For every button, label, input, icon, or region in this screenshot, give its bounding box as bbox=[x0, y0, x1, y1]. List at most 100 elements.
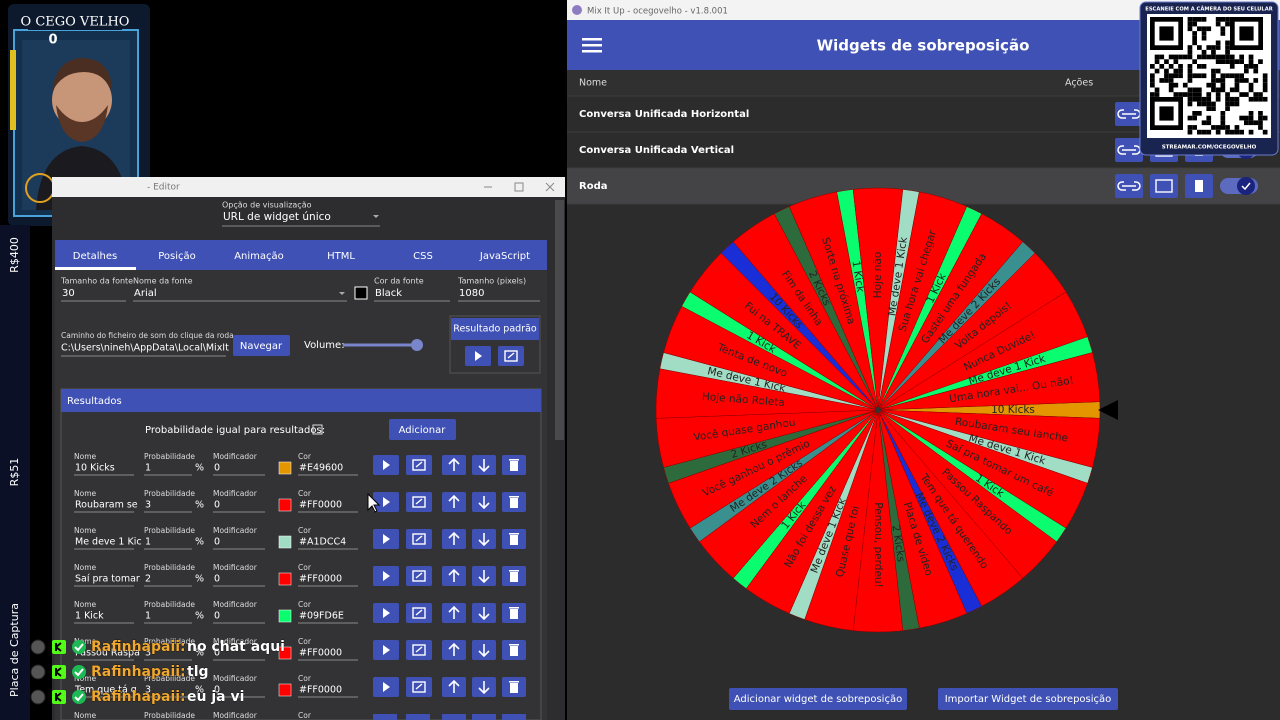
qr-module bbox=[1225, 101, 1230, 107]
menu-icon[interactable] bbox=[582, 44, 602, 47]
row-probability[interactable]: 1 bbox=[145, 611, 151, 622]
row-color[interactable]: #FF0000 bbox=[299, 648, 342, 659]
row-name[interactable]: Roubaram se bbox=[75, 500, 138, 511]
qr-module bbox=[1253, 64, 1259, 69]
menu-icon[interactable] bbox=[582, 50, 602, 53]
qr-module bbox=[1253, 78, 1259, 83]
chat-verified bbox=[72, 690, 86, 704]
qr-module bbox=[1225, 54, 1230, 60]
row-probability[interactable]: 3 bbox=[145, 500, 151, 511]
qr-module bbox=[1197, 96, 1202, 102]
row-button[interactable] bbox=[442, 714, 466, 720]
qr-module bbox=[1168, 64, 1174, 69]
qr-module bbox=[1229, 64, 1235, 69]
row-label: Probabilidade bbox=[144, 600, 195, 609]
qr-module bbox=[1215, 129, 1221, 135]
row-color[interactable]: #FF0000 bbox=[299, 500, 342, 511]
qr-module bbox=[1244, 64, 1249, 69]
row-color-swatch bbox=[278, 572, 292, 586]
qr-module bbox=[1173, 82, 1179, 88]
row-name[interactable]: Tem que tá q bbox=[74, 685, 137, 696]
row-button[interactable] bbox=[373, 714, 397, 720]
equal-probability-checkbox[interactable] bbox=[312, 424, 323, 435]
dropdown-arrow bbox=[373, 215, 379, 218]
row-name[interactable]: Me deve 1 Kic bbox=[75, 537, 142, 548]
widget-name[interactable]: Conversa Unificada Horizontal bbox=[579, 109, 749, 120]
row-name[interactable]: 10 Kicks bbox=[75, 463, 115, 474]
field-value[interactable]: Black bbox=[375, 288, 402, 299]
qr-module bbox=[1215, 40, 1221, 46]
qr-module bbox=[1248, 120, 1254, 126]
chat-message: eu ja vi bbox=[187, 689, 244, 705]
menu-icon[interactable] bbox=[582, 38, 602, 41]
row-modifier[interactable]: 0 bbox=[214, 574, 220, 585]
row-label: Modificador bbox=[213, 637, 258, 646]
qr-module bbox=[1225, 17, 1230, 22]
row-color[interactable]: #09FD6E bbox=[299, 611, 344, 622]
row-button[interactable] bbox=[406, 714, 430, 720]
qr-module bbox=[1192, 111, 1197, 116]
row-probability[interactable]: 2 bbox=[145, 574, 151, 585]
qr-module bbox=[1239, 92, 1244, 97]
row-color[interactable]: #FF0000 bbox=[299, 685, 342, 696]
qr-module bbox=[1201, 64, 1207, 69]
widget-name[interactable]: Conversa Unificada Vertical bbox=[579, 145, 734, 156]
row-probability[interactable]: 1 bbox=[145, 463, 151, 474]
default-result-box bbox=[449, 315, 541, 374]
tab[interactable]: Detalhes bbox=[73, 251, 117, 262]
row-probability[interactable]: 1 bbox=[145, 537, 151, 548]
add-button[interactable] bbox=[389, 419, 456, 440]
delete-icon bbox=[509, 496, 519, 498]
qr-module bbox=[1187, 45, 1193, 50]
qr-caption-top: ESCANEIE COM A CÂMERA DO SEU CELULAR bbox=[1145, 6, 1272, 13]
widget-name[interactable]: Roda bbox=[579, 181, 607, 192]
wheel-hub bbox=[875, 407, 881, 413]
volume-knob[interactable] bbox=[411, 339, 423, 351]
tab[interactable]: Posição bbox=[158, 251, 196, 262]
row-name[interactable]: Passou Raspa bbox=[75, 648, 140, 659]
field-value[interactable]: 1080 bbox=[459, 288, 484, 299]
row-color[interactable]: #A1DCC4 bbox=[299, 537, 346, 548]
row-probability[interactable]: 3 bbox=[145, 685, 151, 696]
row-button[interactable] bbox=[472, 714, 496, 720]
tab[interactable]: HTML bbox=[327, 251, 355, 262]
delete-icon bbox=[509, 533, 519, 535]
chat-verified bbox=[72, 640, 86, 654]
row-modifier[interactable]: 0 bbox=[214, 463, 220, 474]
results-header bbox=[61, 389, 541, 412]
row-modifier[interactable]: 0 bbox=[214, 537, 220, 548]
play-icon bbox=[383, 645, 390, 655]
tab[interactable]: CSS bbox=[413, 251, 433, 262]
play-icon bbox=[383, 682, 390, 692]
row-probability[interactable]: 3 bbox=[145, 648, 151, 659]
tab-indicator bbox=[55, 267, 136, 270]
row-name[interactable]: Saí pra tomar bbox=[75, 574, 140, 585]
row-name[interactable]: 1 Kick bbox=[75, 611, 104, 622]
qr-module bbox=[1225, 21, 1230, 27]
field-value[interactable]: Arial bbox=[134, 288, 157, 299]
row-label: Modificador bbox=[213, 711, 258, 720]
qr-module bbox=[1197, 101, 1202, 107]
qr-module bbox=[1168, 54, 1174, 60]
browse-button[interactable] bbox=[233, 335, 290, 356]
row-color[interactable]: #FF0000 bbox=[299, 574, 342, 585]
qr-module bbox=[1197, 92, 1202, 97]
view-option-value[interactable]: URL de widget único bbox=[223, 211, 331, 223]
row-color[interactable]: #E49600 bbox=[299, 463, 343, 474]
row-modifier[interactable]: 0 bbox=[214, 611, 220, 622]
tab[interactable]: JavaScript bbox=[479, 251, 530, 262]
edit-button[interactable] bbox=[1150, 174, 1178, 198]
row-button[interactable] bbox=[502, 714, 526, 720]
editor-title: - Editor bbox=[147, 183, 180, 193]
row-modifier[interactable]: 0 bbox=[214, 500, 220, 511]
row-modifier[interactable]: 0 bbox=[214, 648, 220, 659]
row-label: Nome bbox=[74, 600, 97, 609]
add-widget-button[interactable] bbox=[729, 688, 907, 710]
tab[interactable]: Animação bbox=[234, 251, 284, 262]
sound-path[interactable]: C:\Users\nineh\AppData\Local\MixIt bbox=[61, 343, 229, 354]
import-widget-button[interactable] bbox=[938, 688, 1118, 710]
row-modifier[interactable]: 0 bbox=[214, 685, 220, 696]
field-value[interactable]: 30 bbox=[62, 288, 75, 299]
chat-badge-k bbox=[55, 692, 62, 702]
